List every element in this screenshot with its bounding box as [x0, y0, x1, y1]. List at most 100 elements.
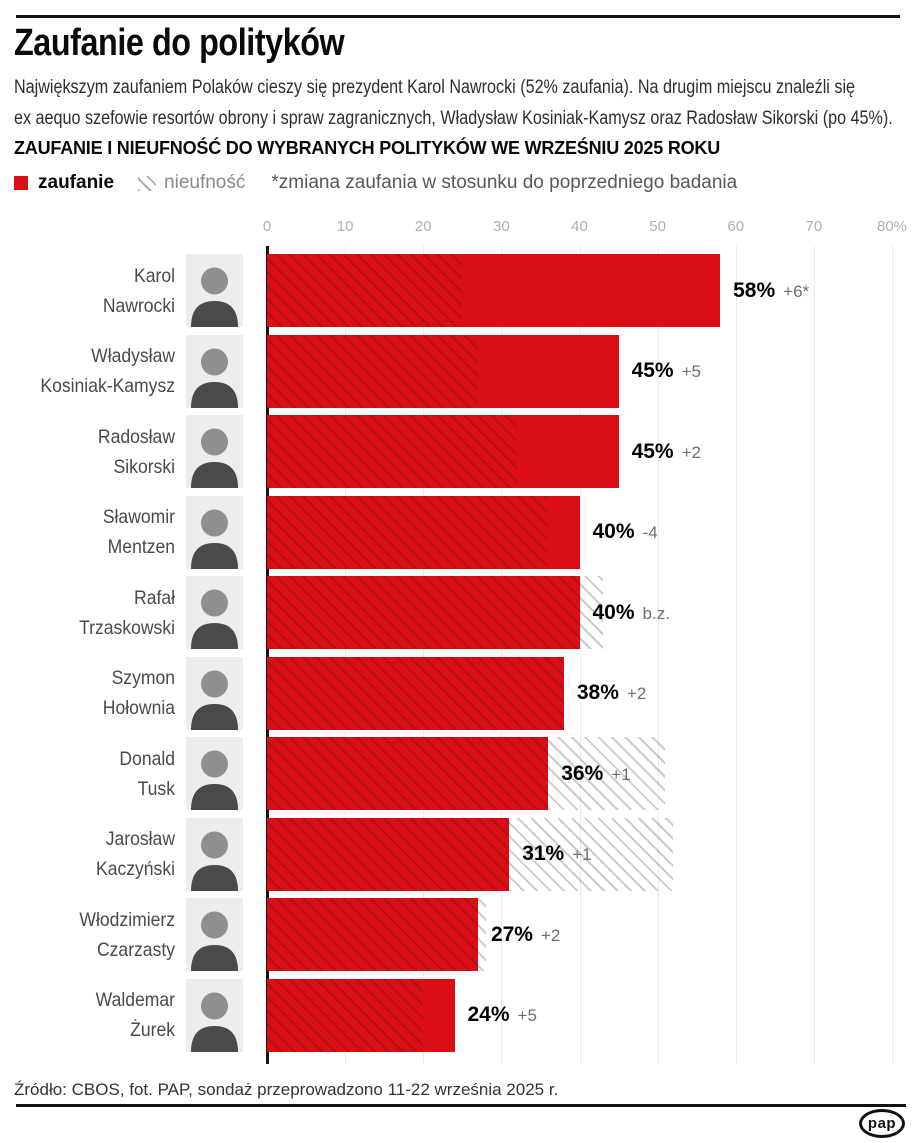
portrait-placeholder-icon: [186, 656, 243, 730]
x-tick-label: 30: [493, 218, 510, 235]
intro-text: Największym zaufaniem Polaków cieszy się…: [14, 77, 893, 129]
top-rule: [16, 15, 900, 18]
distrust-bar-hatch: [267, 978, 424, 1052]
gridline: [892, 246, 893, 1064]
politician-row: Radosław Sikorski 45% +2: [0, 415, 915, 488]
gridline: [579, 246, 581, 1064]
trust-value: 24%: [467, 1003, 510, 1026]
gridline: [813, 246, 815, 1064]
pap-logo-text: pap: [867, 1115, 897, 1132]
politician-row: Karol Nawrocki 58% +6*: [0, 254, 915, 327]
trust-swatch-icon: [14, 176, 28, 190]
politician-name: Karol Nawrocki: [102, 264, 175, 317]
x-tick-label: 10: [336, 218, 354, 235]
trust-value: 45%: [631, 439, 674, 463]
politician-name: Waldemar Żurek: [95, 989, 175, 1041]
x-tick-label: 50: [649, 218, 666, 235]
distrust-bar-hatch: [267, 737, 666, 810]
change-value: +5: [681, 362, 701, 381]
politician-name: Szymon Hołownia: [102, 667, 175, 719]
x-tick-label: 0: [262, 218, 272, 235]
portrait-placeholder-icon: [186, 737, 243, 810]
trust-bar: [267, 254, 721, 327]
pap-logo: pap: [859, 1109, 905, 1138]
change-value: +1: [611, 764, 631, 784]
change-value: +2: [626, 684, 647, 703]
chart-title: ZAUFANIE I NIEUFNOŚĆ DO WYBRANYCH POLITY…: [14, 138, 721, 158]
trust-value: 31%: [522, 842, 565, 865]
distrust-bar-hatch: [267, 495, 549, 569]
politician-name: Włodzimierz Czarzasty: [79, 908, 175, 961]
gridline: [345, 246, 347, 1064]
change-value: +2: [681, 442, 701, 462]
politician-photo: [186, 254, 243, 327]
politician-photo: [186, 415, 243, 488]
politician-name: Donald Tusk: [119, 747, 175, 800]
change-value: +6*: [783, 281, 810, 301]
portrait-placeholder-icon: [186, 495, 243, 569]
politician-name: Radosław Sikorski: [97, 425, 175, 478]
politician-name: Rafał Trzaskowski: [79, 586, 175, 639]
trust-bar: [267, 817, 510, 891]
portrait-placeholder-icon: [186, 576, 243, 649]
trust-value: 40%: [592, 520, 635, 543]
portrait-placeholder-icon: [186, 415, 243, 488]
change-value: +1: [572, 845, 592, 864]
trust-value: 27%: [490, 922, 533, 946]
trust-value: 58%: [733, 278, 776, 302]
x-tick-label: 70: [805, 218, 823, 235]
politician-photo: [186, 737, 243, 810]
trust-bar: [267, 495, 580, 569]
politician-row: Władysław Kosiniak-Kamysz 45% +5: [0, 334, 915, 408]
politician-row: Waldemar Żurek 24% +5: [0, 978, 915, 1052]
change-value: -4: [642, 523, 658, 542]
change-value: +2: [540, 925, 561, 945]
politician-photo: [186, 978, 243, 1052]
distrust-bar-hatch: [267, 576, 603, 649]
trust-value: 38%: [576, 681, 619, 704]
gridline: [423, 246, 425, 1064]
gridline: [501, 246, 503, 1064]
politician-name: Władysław Kosiniak-Kamysz: [40, 345, 176, 397]
x-tick-label: 80%: [876, 218, 908, 235]
trust-bar: [267, 978, 455, 1052]
politician-row: Szymon Hołownia 38% +2: [0, 656, 915, 730]
distrust-bar-hatch: [267, 898, 486, 971]
politician-row: Jarosław Kaczyński 31% +1: [0, 817, 915, 891]
trust-bar: [267, 898, 478, 971]
distrust-bar-hatch: [267, 415, 517, 488]
x-tick-label: 60: [727, 218, 745, 235]
distrust-hatch-swatch-icon: [138, 175, 157, 191]
distrust-bar-hatch: [267, 656, 564, 730]
distrust-bar-hatch: [267, 817, 674, 891]
source-note: Źródło: CBOS, fot. PAP, sondaż przeprowa…: [14, 1080, 559, 1099]
legend-distrust-label: nieufność: [164, 172, 246, 193]
x-tick-label: 40: [571, 218, 588, 235]
politician-photo: [186, 656, 243, 730]
gridline: [657, 246, 659, 1064]
portrait-placeholder-icon: [186, 978, 243, 1052]
trust-bar: [267, 334, 619, 408]
legend-trust-label: zaufanie: [38, 172, 115, 193]
politician-name: Sławomir Mentzen: [102, 506, 175, 558]
bar-chart: 0 10 20 30 40 50 60 70 80% Karol Nawrocki 58% +6*: [0, 218, 915, 1070]
page-title: Zaufanie do polityków: [14, 22, 345, 64]
legend: zaufanie nieufność *zmiana zaufania w st…: [14, 172, 737, 194]
trust-bar: [267, 656, 564, 730]
politician-photo: [186, 898, 243, 971]
gridline: [735, 246, 737, 1064]
legend-change-note: *zmiana zaufania w stosunku do poprzedni…: [271, 172, 738, 193]
politician-photo: [186, 495, 243, 569]
politician-row: Rafał Trzaskowski 40% b.z.: [0, 576, 915, 649]
politician-photo: [186, 576, 243, 649]
politician-name: Jarosław Kaczyński: [95, 828, 175, 880]
distrust-bar-hatch: [267, 334, 478, 408]
politician-row: Donald Tusk 36% +1: [0, 737, 915, 810]
portrait-placeholder-icon: [186, 898, 243, 971]
portrait-placeholder-icon: [186, 254, 243, 327]
change-value: +5: [517, 1006, 537, 1025]
trust-bar: [267, 737, 549, 810]
trust-bar: [267, 415, 619, 488]
chart-rows: Karol Nawrocki 58% +6* Władysław Kosiniak…: [0, 254, 915, 1059]
